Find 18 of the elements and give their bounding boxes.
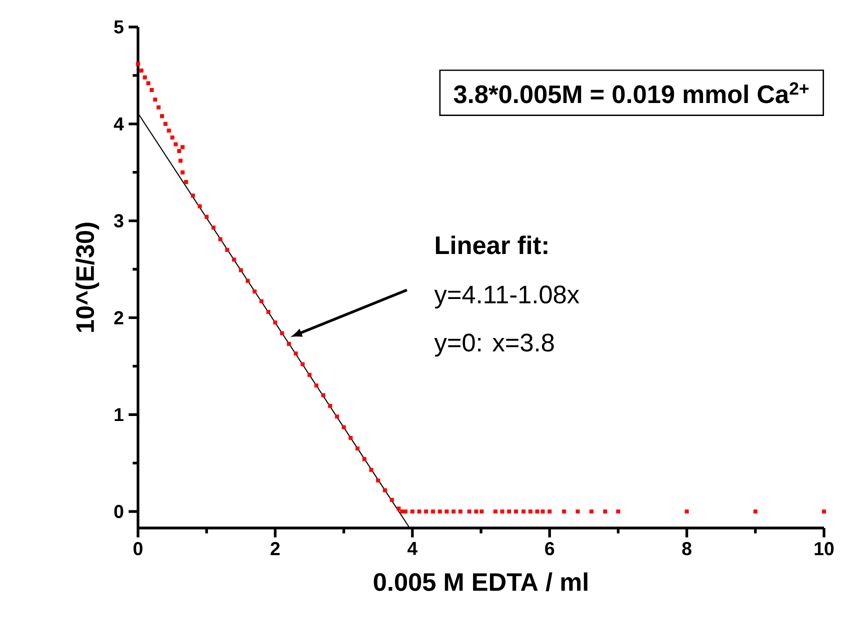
x-tick-label: 0	[134, 542, 142, 556]
y-tick-label: 3	[114, 214, 124, 228]
annotation: y=0: x=3.8	[434, 334, 554, 357]
x-tick-label: 10	[814, 542, 834, 556]
annotation: Linear fit:	[436, 236, 548, 254]
x-axis-title: 0.005 M EDTA / ml	[374, 572, 588, 592]
x-tick-label: 8	[682, 542, 692, 556]
y-tick-label: 4	[114, 117, 124, 130]
x-tick-label: 6	[545, 542, 554, 556]
y-axis-title: 10^(E/30)	[75, 222, 100, 332]
y-tick-label: 1	[114, 408, 124, 422]
x-tick-label: 2	[270, 542, 280, 556]
annotation: y=4.11-1.08x	[434, 286, 580, 308]
annotation: 3.8*0.005M = 0.019 mmol Ca$^{2+}$	[454, 82, 809, 104]
y-tick-label: 5	[114, 20, 124, 34]
y-tick-label: 0	[114, 504, 124, 518]
y-tick-label: 2	[114, 311, 124, 324]
x-tick-label: 4	[408, 542, 418, 555]
